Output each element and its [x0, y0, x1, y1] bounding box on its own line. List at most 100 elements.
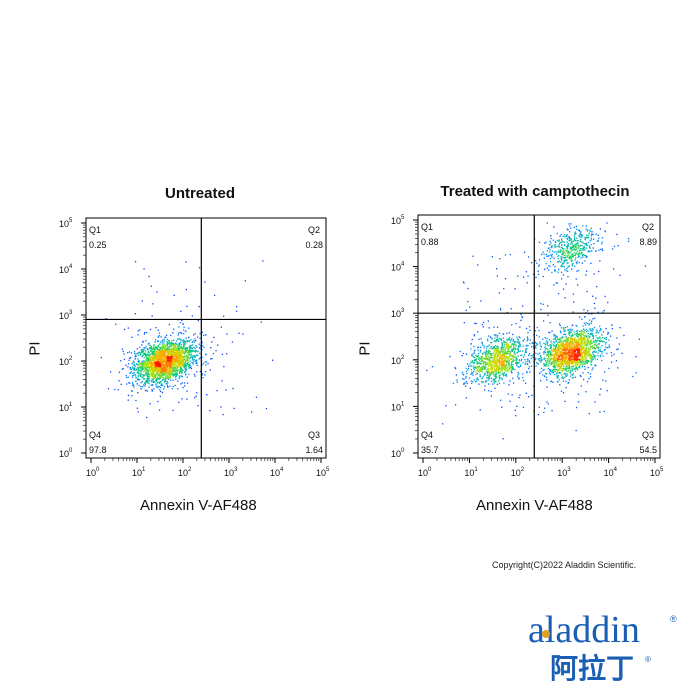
data-point: [510, 350, 512, 352]
data-point: [567, 348, 569, 350]
data-point: [553, 355, 555, 358]
data-point: [175, 358, 177, 360]
data-point: [526, 340, 528, 342]
data-point: [199, 332, 201, 335]
data-point: [576, 335, 578, 337]
data-point: [187, 353, 190, 355]
data-point: [574, 365, 576, 367]
data-point: [147, 350, 149, 352]
data-point: [503, 366, 505, 368]
data-point: [555, 352, 557, 354]
data-point: [561, 357, 563, 359]
data-point: [147, 363, 149, 365]
data-point: [512, 359, 514, 361]
data-point: [563, 350, 566, 352]
data-point: [156, 291, 158, 293]
data-point: [146, 364, 148, 366]
data-point: [480, 356, 482, 358]
data-point: [564, 368, 566, 370]
data-point: [488, 390, 490, 392]
data-point: [165, 354, 167, 357]
data-point: [497, 354, 499, 357]
data-point: [599, 336, 601, 338]
data-point: [559, 371, 561, 374]
data-point: [136, 369, 138, 371]
data-point: [554, 349, 556, 351]
data-point: [599, 340, 601, 342]
data-point: [528, 360, 530, 362]
data-point: [588, 353, 590, 355]
data-point: [504, 358, 506, 360]
data-point: [164, 348, 166, 351]
data-point: [585, 361, 587, 363]
data-point: [505, 360, 507, 362]
data-point: [152, 368, 154, 371]
data-point: [520, 364, 522, 366]
data-point: [472, 372, 474, 374]
data-point: [508, 338, 510, 340]
data-point: [557, 375, 559, 377]
data-point: [127, 363, 130, 365]
data-point: [599, 328, 602, 330]
data-point: [194, 360, 197, 362]
data-point: [585, 354, 587, 356]
data-point: [507, 349, 509, 351]
data-point: [189, 354, 192, 356]
data-point: [168, 346, 170, 349]
data-point: [499, 358, 501, 360]
data-point: [499, 364, 501, 366]
data-point: [556, 371, 558, 373]
data-point: [145, 368, 147, 370]
data-point: [575, 356, 577, 358]
data-point: [179, 366, 181, 368]
data-point: [165, 369, 167, 372]
data-point: [486, 359, 488, 361]
data-point: [163, 373, 165, 375]
data-point: [599, 347, 601, 349]
data-point: [162, 384, 164, 386]
data-point: [589, 349, 591, 351]
data-point: [567, 359, 569, 362]
data-point: [514, 343, 516, 345]
data-point: [172, 342, 174, 344]
data-point: [140, 385, 142, 388]
data-point: [180, 354, 182, 356]
data-point: [153, 375, 155, 377]
data-point: [548, 345, 550, 347]
data-point: [561, 362, 563, 364]
data-point: [492, 378, 494, 380]
data-point: [565, 375, 568, 377]
data-point: [575, 367, 578, 370]
data-point: [146, 356, 148, 358]
data-point: [148, 347, 151, 349]
y-tick-exponent: 4: [69, 264, 73, 270]
data-point: [562, 359, 564, 361]
data-point: [594, 351, 596, 353]
data-point: [479, 369, 481, 371]
data-point: [586, 350, 588, 352]
data-point: [160, 336, 162, 338]
data-point: [198, 358, 200, 360]
data-point: [531, 365, 533, 367]
data-point: [544, 343, 547, 346]
data-point: [584, 338, 587, 340]
data-point: [503, 354, 505, 357]
data-point: [581, 359, 583, 361]
data-point: [483, 374, 486, 376]
data-point: [163, 350, 166, 352]
data-point: [581, 333, 584, 336]
data-point: [483, 347, 485, 349]
data-point: [582, 346, 584, 348]
data-point: [568, 344, 570, 346]
data-point: [129, 368, 131, 370]
data-point: [539, 372, 541, 375]
data-point: [167, 377, 169, 380]
data-point: [556, 362, 558, 364]
data-point: [173, 370, 175, 372]
data-point: [552, 365, 554, 368]
data-point: [568, 368, 570, 370]
data-point: [574, 354, 576, 356]
data-point: [494, 370, 496, 372]
data-point: [496, 358, 499, 360]
data-point: [184, 371, 186, 374]
